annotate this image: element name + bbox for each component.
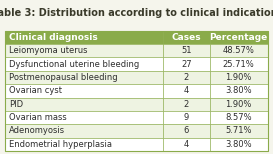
Bar — [210, 138, 268, 151]
Bar — [163, 97, 210, 111]
Bar — [210, 97, 268, 111]
Bar — [163, 31, 210, 44]
Text: Clinical diagnosis: Clinical diagnosis — [9, 33, 98, 42]
Bar — [5, 57, 163, 71]
Bar — [5, 84, 163, 97]
Bar — [5, 71, 163, 84]
Text: 1.90%: 1.90% — [225, 100, 252, 109]
Text: Dysfunctional uterine bleeding: Dysfunctional uterine bleeding — [9, 60, 140, 69]
Text: 2: 2 — [184, 73, 189, 82]
Text: 51: 51 — [181, 46, 192, 55]
Bar — [210, 31, 268, 44]
Text: 3.80%: 3.80% — [225, 140, 252, 149]
Bar — [163, 124, 210, 138]
Text: 25.71%: 25.71% — [223, 60, 255, 69]
Bar — [163, 138, 210, 151]
Text: 4: 4 — [184, 86, 189, 95]
Text: 9: 9 — [184, 113, 189, 122]
Text: Table 3: Distribution according to clinical indication.: Table 3: Distribution according to clini… — [0, 8, 273, 18]
Bar — [5, 31, 163, 44]
Text: 1.90%: 1.90% — [225, 73, 252, 82]
Bar — [5, 124, 163, 138]
Bar — [5, 97, 163, 111]
Text: 3.80%: 3.80% — [225, 86, 252, 95]
Text: Percentage: Percentage — [210, 33, 268, 42]
Bar — [210, 71, 268, 84]
Text: 8.57%: 8.57% — [225, 113, 252, 122]
Bar — [5, 138, 163, 151]
Bar — [163, 57, 210, 71]
Text: Postmenopausal bleeding: Postmenopausal bleeding — [9, 73, 118, 82]
Text: 48.57%: 48.57% — [223, 46, 255, 55]
Bar — [163, 111, 210, 124]
Bar — [210, 111, 268, 124]
Bar — [210, 84, 268, 97]
Bar — [163, 84, 210, 97]
Bar — [5, 111, 163, 124]
Text: 27: 27 — [181, 60, 192, 69]
Text: 2: 2 — [184, 100, 189, 109]
Bar — [163, 44, 210, 57]
Text: PID: PID — [9, 100, 23, 109]
Text: Cases: Cases — [171, 33, 201, 42]
Bar — [210, 44, 268, 57]
Text: 6: 6 — [184, 126, 189, 135]
Text: 5.71%: 5.71% — [225, 126, 252, 135]
Text: Adenomyosis: Adenomyosis — [9, 126, 66, 135]
Bar — [210, 57, 268, 71]
Text: Leiomyoma uterus: Leiomyoma uterus — [9, 46, 88, 55]
Bar — [163, 71, 210, 84]
Text: Ovarian cyst: Ovarian cyst — [9, 86, 63, 95]
Text: Endometrial hyperplasia: Endometrial hyperplasia — [9, 140, 112, 149]
Bar — [210, 124, 268, 138]
Text: 4: 4 — [184, 140, 189, 149]
Text: Ovarian mass: Ovarian mass — [9, 113, 67, 122]
Bar — [5, 44, 163, 57]
